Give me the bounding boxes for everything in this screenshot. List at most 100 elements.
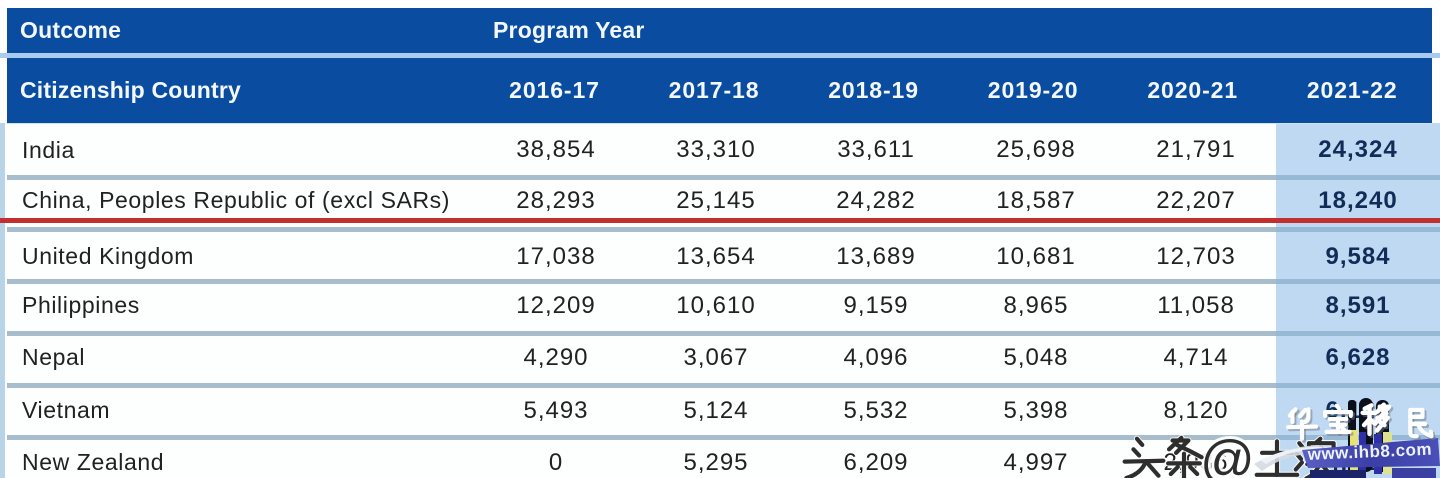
year-header-2017-18: 2017-18 xyxy=(634,53,794,123)
table-row-nepal: Nepal 4,290 3,067 4,096 5,048 4,714 6,62… xyxy=(7,331,1440,383)
value: 13,689 xyxy=(836,242,916,270)
value: 3,067 xyxy=(683,343,749,371)
value: 5,493 xyxy=(523,396,589,424)
value-cell-highlight: 6,628 xyxy=(1276,331,1440,383)
value: 12,703 xyxy=(1156,242,1236,270)
table-row-india: India 38,854 33,310 33,611 25,698 21,791… xyxy=(7,123,1440,175)
year-header-2018-19: 2018-19 xyxy=(794,53,954,123)
value-cell: 10,610 xyxy=(636,279,796,331)
value: 5,124 xyxy=(683,396,749,424)
year-label: 2017-18 xyxy=(668,76,760,103)
value-cell: 13,654 xyxy=(636,227,796,279)
value-cell-highlight: 9,584 xyxy=(1276,227,1440,279)
year-label: 2020-21 xyxy=(1147,76,1239,103)
value: 24,282 xyxy=(836,186,916,214)
header-divider-line xyxy=(0,53,1440,58)
value-cell: 5,295 xyxy=(636,435,796,478)
value-cell: 8,965 xyxy=(956,279,1116,331)
value: 6,209 xyxy=(843,448,909,476)
value-cell: 5,048 xyxy=(956,331,1116,383)
value-cell: 5,493 xyxy=(476,383,636,435)
value-cell: 5,398 xyxy=(956,383,1116,435)
value: 8,591 xyxy=(1325,291,1391,319)
toutiao-watermark: @ @ xyxy=(1104,427,1350,478)
year-label: 2016-17 xyxy=(509,76,600,103)
value-cell: 12,703 xyxy=(1116,227,1276,279)
outcome-header-cell: Outcome xyxy=(7,8,476,53)
value-cell: 33,611 xyxy=(796,123,956,175)
value: 10,681 xyxy=(996,242,1076,270)
value-cell-highlight: 24,324 xyxy=(1276,123,1440,175)
at-sign: @ xyxy=(1200,430,1255,478)
ihb8-logo-watermark: www.ihb8.com xyxy=(1254,398,1440,478)
year-label: 2021-22 xyxy=(1306,76,1398,103)
program-year-header-cell: Program Year xyxy=(476,8,645,53)
table-row-united-kingdom: United Kingdom 17,038 13,654 13,689 10,6… xyxy=(7,227,1440,279)
year-label: 2019-20 xyxy=(987,76,1079,103)
country-cell: Nepal xyxy=(7,331,476,383)
value: 21,791 xyxy=(1156,136,1236,163)
value-cell: 4,096 xyxy=(796,331,956,383)
value-cell: 0 xyxy=(476,435,636,478)
value-cell: 6,209 xyxy=(796,435,956,478)
value: 5,398 xyxy=(1003,396,1069,424)
value: 4,997 xyxy=(1003,448,1069,476)
value: 11,058 xyxy=(1157,291,1235,319)
value-cell: 11,058 xyxy=(1116,279,1276,331)
country-name: Nepal xyxy=(22,344,86,370)
header-bottom-border xyxy=(7,123,1432,124)
year-header-2019-20: 2019-20 xyxy=(953,53,1113,123)
value: 4,714 xyxy=(1163,343,1229,371)
value: 0 xyxy=(548,448,564,476)
value: 8,965 xyxy=(1003,291,1069,319)
year-header-2021-22: 2021-22 xyxy=(1272,53,1432,123)
value: 38,854 xyxy=(516,136,596,163)
value: 9,584 xyxy=(1325,242,1391,270)
citizenship-country-header-cell: Citizenship Country xyxy=(7,53,475,123)
country-cell: Vietnam xyxy=(7,383,476,435)
value: 13,654 xyxy=(676,242,756,270)
value-cell: 4,714 xyxy=(1116,331,1276,383)
value-cell: 25,698 xyxy=(956,123,1116,175)
value-cell: 9,159 xyxy=(796,279,956,331)
value-cell: 5,124 xyxy=(636,383,796,435)
value: 8,120 xyxy=(1163,396,1229,424)
value: 25,698 xyxy=(996,136,1076,163)
value-cell: 12,209 xyxy=(476,279,636,331)
value-cell: 8,120 xyxy=(1116,383,1276,435)
value: 28,293 xyxy=(516,186,596,214)
value-cell: 4,290 xyxy=(476,331,636,383)
table-left-border xyxy=(0,123,5,478)
value: 5,048 xyxy=(1003,343,1069,371)
table-row-vietnam: Vietnam 5,493 5,124 5,532 5,398 8,120 6,… xyxy=(7,383,1440,435)
program-year-label: Program Year xyxy=(493,17,645,43)
table-header-row-outcome: Outcome Program Year xyxy=(7,8,1432,53)
year-label: 2018-19 xyxy=(828,76,919,103)
value-cell-highlight: 8,591 xyxy=(1276,279,1440,331)
value-cell: 17,038 xyxy=(476,227,636,279)
value: 22,207 xyxy=(1156,186,1236,214)
value-cell: 3,067 xyxy=(636,331,796,383)
country-name: Vietnam xyxy=(22,397,111,423)
value-cell: 33,310 xyxy=(636,123,796,175)
value: 33,611 xyxy=(837,136,915,163)
table-row-philippines: Philippines 12,209 10,610 9,159 8,965 11… xyxy=(7,279,1440,331)
value: 4,096 xyxy=(843,343,909,371)
value: 4,290 xyxy=(523,343,589,371)
value-cell: 38,854 xyxy=(476,123,636,175)
value-cell: 4,997 xyxy=(956,435,1116,478)
country-cell: Philippines xyxy=(7,279,476,331)
year-header-2016-17: 2016-17 xyxy=(475,53,635,123)
outcome-table: Outcome Program Year Citizenship Country… xyxy=(7,8,1440,478)
value: 5,532 xyxy=(843,396,909,424)
china-row-underline xyxy=(0,218,1440,223)
value-cell: 5,532 xyxy=(796,383,956,435)
value-cell: 13,689 xyxy=(796,227,956,279)
value: 33,310 xyxy=(676,136,756,163)
country-cell: New Zealand xyxy=(7,435,476,478)
at-sign: @ xyxy=(1200,430,1255,478)
value: 18,240 xyxy=(1318,186,1398,214)
value: 5,295 xyxy=(683,448,749,476)
value-cell: 10,681 xyxy=(956,227,1116,279)
